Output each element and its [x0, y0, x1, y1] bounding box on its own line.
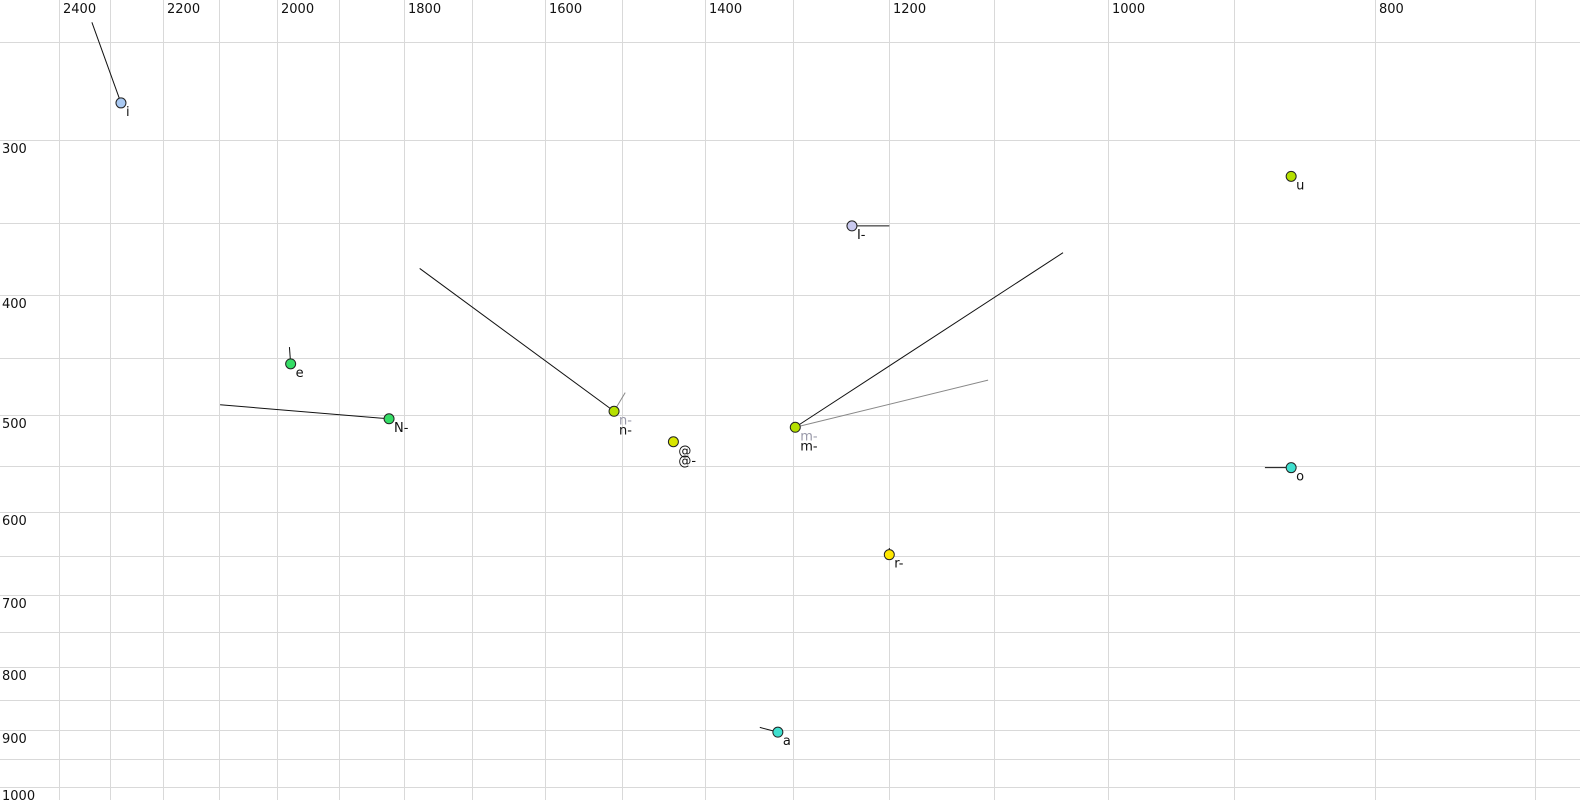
data-point[interactable] [285, 358, 297, 370]
data-point[interactable] [608, 405, 620, 417]
trajectory-line [419, 268, 615, 412]
x-tick-label: 1000 [1112, 2, 1145, 17]
point-label: r- [894, 557, 904, 572]
x-tick-label: 2000 [281, 2, 314, 17]
data-point[interactable] [383, 413, 395, 425]
point-label: e [296, 366, 304, 381]
y-tick-label: 600 [2, 514, 27, 529]
x-tick-label: 2400 [63, 2, 96, 17]
x-tick-label: 1600 [549, 2, 582, 17]
x-tick-label: 1800 [408, 2, 441, 17]
data-point[interactable] [883, 549, 895, 561]
trajectory-line [220, 404, 390, 420]
point-label: n- [619, 413, 632, 428]
data-point[interactable] [772, 726, 784, 738]
data-point[interactable] [1285, 170, 1297, 182]
data-point[interactable] [846, 220, 858, 232]
point-label: N- [394, 421, 409, 436]
y-tick-label: 800 [2, 669, 27, 684]
point-label: u [1296, 178, 1304, 193]
y-tick-label: 500 [2, 417, 27, 432]
data-point[interactable] [1285, 462, 1297, 474]
trajectory-line [91, 22, 122, 104]
point-label: @- [678, 454, 696, 469]
trajectory-line [794, 252, 1064, 428]
trajectory-line [795, 379, 989, 428]
data-point[interactable] [789, 421, 801, 433]
x-tick-label: 2200 [167, 2, 200, 17]
data-point[interactable] [667, 436, 679, 448]
point-label: n- [619, 423, 632, 438]
point-label: m- [800, 429, 818, 444]
y-tick-label: 1000 [2, 789, 35, 800]
y-tick-label: 700 [2, 597, 27, 612]
x-tick-label: 800 [1379, 2, 1404, 17]
y-tick-label: 300 [2, 142, 27, 157]
point-label: a [783, 734, 791, 749]
y-tick-label: 400 [2, 297, 27, 312]
y-tick-label: 900 [2, 732, 27, 747]
point-label: I- [857, 228, 866, 243]
x-tick-label: 1200 [893, 2, 926, 17]
data-point[interactable] [115, 97, 127, 109]
point-label: o [1296, 470, 1304, 485]
point-label: m- [800, 439, 818, 454]
x-tick-label: 1400 [709, 2, 742, 17]
point-label: i [126, 105, 130, 120]
point-label: @ [678, 444, 691, 459]
